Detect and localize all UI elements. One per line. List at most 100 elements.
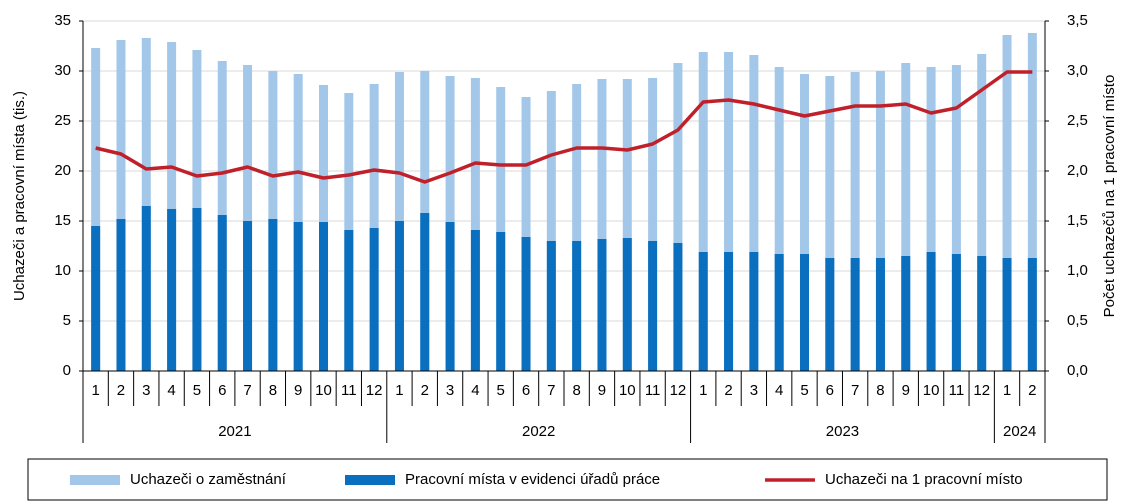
bar (141, 38, 151, 371)
x-tick-label: 5 (800, 382, 808, 399)
x-tick-label: 7 (547, 382, 555, 399)
bar (141, 206, 151, 371)
y2-tick-label: 2,0 (1067, 162, 1088, 179)
x-tick-label: 1 (699, 382, 707, 399)
bar (597, 239, 607, 371)
bar (749, 252, 759, 371)
x-tick-label: 10 (315, 382, 332, 399)
x-tick-label: 4 (167, 382, 175, 399)
bar (394, 221, 404, 371)
bar (622, 79, 632, 371)
bar (116, 40, 126, 371)
bar (724, 52, 734, 371)
bar (192, 208, 202, 371)
bar (926, 252, 936, 371)
x-tick-label: 6 (826, 382, 834, 399)
x-tick-label: 2 (1028, 382, 1036, 399)
bar (496, 87, 506, 371)
bar (470, 78, 480, 371)
bar (496, 232, 506, 371)
bar (369, 228, 379, 371)
x-tick-label: 11 (341, 382, 357, 399)
y-tick-label: 35 (54, 12, 71, 29)
legend-swatch (345, 475, 395, 485)
bar (572, 84, 582, 371)
y2-tick-label: 1,5 (1067, 212, 1088, 229)
bar (319, 222, 328, 371)
bar (1002, 258, 1012, 371)
x-tick-label: 4 (775, 382, 783, 399)
x-tick-label: 12 (366, 382, 383, 399)
bar (167, 209, 177, 371)
bar (850, 72, 860, 371)
bar (420, 213, 430, 371)
y2-tick-label: 0,5 (1067, 312, 1088, 329)
x-tick-label: 12 (973, 382, 990, 399)
y2-tick-label: 2,5 (1067, 112, 1088, 129)
bar (875, 258, 885, 371)
x-tick-label: 1 (395, 382, 403, 399)
x-tick-label: 3 (750, 382, 758, 399)
bar (1027, 33, 1037, 371)
x-tick-label: 2 (117, 382, 125, 399)
line (95, 70, 1033, 184)
bar (521, 97, 531, 371)
x-tick-label: 7 (851, 382, 859, 399)
x-tick-label: 1 (1003, 382, 1011, 399)
y2-tick-label: 3,0 (1067, 62, 1088, 79)
bar (268, 219, 278, 371)
x-tick-label: 11 (645, 382, 661, 399)
legend-label: Uchazeči na 1 pracovní místo (825, 471, 1023, 488)
x-tick-label: 8 (269, 382, 277, 399)
bar (470, 230, 480, 371)
x-group-label: 2024 (1003, 423, 1036, 440)
legend-label: Pracovní místa v evidenci úřadů práce (405, 471, 660, 488)
bar (546, 241, 556, 371)
x-tick-label: 11 (949, 382, 965, 399)
y2-tick-label: 0,0 (1067, 362, 1088, 379)
x-group-label: 2022 (522, 423, 555, 440)
x-tick-label: 9 (598, 382, 606, 399)
x-tick-label: 9 (294, 382, 302, 399)
x-group-label: 2021 (218, 423, 251, 440)
y-tick-label: 0 (63, 362, 71, 379)
x-tick-label: 7 (243, 382, 251, 399)
x-tick-label: 4 (471, 382, 479, 399)
bar (724, 252, 734, 371)
x-tick-label: 3 (446, 382, 454, 399)
bar (243, 221, 253, 371)
x-group-label: 2023 (826, 423, 859, 440)
y-tick-label: 20 (54, 162, 71, 179)
y2-tick-label: 3,5 (1067, 12, 1088, 29)
bar (91, 48, 101, 371)
x-tick-label: 10 (619, 382, 636, 399)
y-tick-label: 10 (54, 262, 71, 279)
bar (901, 256, 911, 371)
bar (698, 252, 708, 371)
bar (91, 226, 101, 371)
bar (850, 258, 860, 371)
y-tick-label: 30 (54, 62, 71, 79)
bar (673, 63, 683, 371)
legend-box (27, 458, 1108, 501)
legend-swatch (70, 475, 120, 485)
bar (243, 65, 253, 371)
bar (825, 76, 835, 371)
bar (293, 222, 303, 371)
bar (597, 79, 607, 371)
bar (648, 78, 658, 371)
bar (951, 254, 961, 371)
bar (622, 238, 632, 371)
bar (648, 241, 658, 371)
bar (977, 256, 987, 371)
x-tick-label: 6 (522, 382, 530, 399)
bar (167, 42, 177, 371)
y-tick-label: 15 (54, 212, 71, 229)
bar (901, 63, 911, 371)
bar (521, 237, 531, 371)
x-tick-label: 2 (724, 382, 732, 399)
bar (926, 67, 936, 371)
x-tick-label: 8 (876, 382, 884, 399)
y-axis-label: Uchazeči a pracovní místa (tis.) (11, 91, 28, 301)
